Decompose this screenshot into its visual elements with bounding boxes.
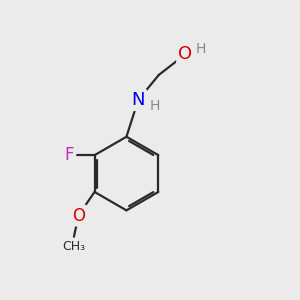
Text: H: H	[196, 42, 206, 56]
Text: O: O	[178, 45, 192, 63]
Text: CH₃: CH₃	[62, 240, 86, 253]
Text: H: H	[149, 99, 160, 113]
Text: F: F	[65, 146, 74, 164]
Text: O: O	[72, 206, 85, 224]
Text: N: N	[131, 91, 145, 109]
